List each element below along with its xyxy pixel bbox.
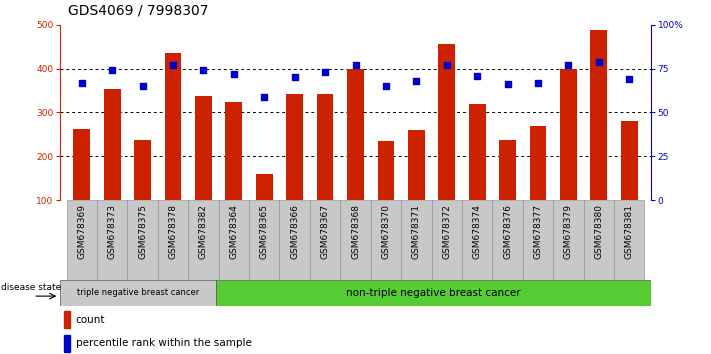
Point	[167, 62, 178, 68]
Bar	[60, 280, 215, 306]
Bar	[370, 200, 401, 280]
Text: GSM678374: GSM678374	[473, 204, 481, 259]
Text: disease state: disease state	[1, 282, 61, 292]
Text: GSM678368: GSM678368	[351, 204, 360, 259]
Point	[411, 78, 422, 84]
Point	[319, 69, 331, 75]
Point	[471, 73, 483, 79]
Text: GSM678379: GSM678379	[564, 204, 573, 259]
Text: GSM678380: GSM678380	[594, 204, 604, 259]
Text: GSM678376: GSM678376	[503, 204, 512, 259]
Bar	[499, 140, 516, 244]
Text: GSM678377: GSM678377	[533, 204, 542, 259]
Bar	[165, 53, 181, 244]
Text: GSM678375: GSM678375	[138, 204, 147, 259]
Bar	[215, 280, 651, 306]
Text: GSM678364: GSM678364	[230, 204, 238, 259]
Bar	[614, 200, 644, 280]
Bar	[530, 126, 546, 244]
Text: GSM678371: GSM678371	[412, 204, 421, 259]
Point	[259, 94, 270, 99]
Bar	[432, 200, 462, 280]
Text: GSM678366: GSM678366	[290, 204, 299, 259]
Bar	[310, 200, 341, 280]
Text: percentile rank within the sample: percentile rank within the sample	[75, 338, 252, 348]
Bar	[591, 30, 607, 244]
Text: GDS4069 / 7998307: GDS4069 / 7998307	[68, 4, 208, 18]
Bar	[256, 174, 272, 244]
Bar	[188, 200, 218, 280]
Point	[441, 62, 452, 68]
Text: count: count	[75, 315, 105, 325]
Point	[289, 75, 300, 80]
Point	[76, 80, 87, 85]
Bar	[64, 311, 70, 328]
Text: GSM678372: GSM678372	[442, 204, 451, 259]
Point	[107, 68, 118, 73]
Text: GSM678365: GSM678365	[260, 204, 269, 259]
Text: GSM678367: GSM678367	[321, 204, 330, 259]
Text: GSM678382: GSM678382	[199, 204, 208, 259]
Bar	[560, 69, 577, 244]
Bar	[249, 200, 279, 280]
Bar	[621, 121, 638, 244]
Point	[198, 68, 209, 73]
Bar	[553, 200, 584, 280]
Bar	[584, 200, 614, 280]
Text: GSM678370: GSM678370	[381, 204, 390, 259]
Text: GSM678373: GSM678373	[107, 204, 117, 259]
Point	[533, 80, 544, 85]
Bar	[225, 102, 242, 244]
Bar	[287, 93, 303, 244]
Bar	[97, 200, 127, 280]
Point	[350, 62, 361, 68]
Bar	[469, 104, 486, 244]
Bar	[104, 89, 120, 244]
Bar	[378, 141, 395, 244]
Bar	[64, 335, 70, 352]
Bar	[134, 140, 151, 244]
Bar	[347, 69, 364, 244]
Bar	[127, 200, 158, 280]
Text: GSM678378: GSM678378	[169, 204, 178, 259]
Bar	[493, 200, 523, 280]
Bar	[408, 130, 424, 244]
Bar	[218, 200, 249, 280]
Point	[562, 62, 574, 68]
Point	[228, 71, 240, 77]
Bar	[279, 200, 310, 280]
Bar	[439, 45, 455, 244]
Bar	[401, 200, 432, 280]
Text: non-triple negative breast cancer: non-triple negative breast cancer	[346, 288, 520, 298]
Point	[502, 81, 513, 87]
Text: GSM678369: GSM678369	[77, 204, 86, 259]
Point	[137, 83, 149, 89]
Bar	[73, 129, 90, 244]
Text: GSM678381: GSM678381	[625, 204, 634, 259]
Bar	[523, 200, 553, 280]
Point	[624, 76, 635, 82]
Bar	[67, 200, 97, 280]
Bar	[158, 200, 188, 280]
Bar	[195, 96, 212, 244]
Bar	[316, 93, 333, 244]
Point	[380, 83, 392, 89]
Bar	[462, 200, 493, 280]
Bar	[341, 200, 370, 280]
Text: triple negative breast cancer: triple negative breast cancer	[77, 289, 199, 297]
Point	[593, 59, 604, 64]
